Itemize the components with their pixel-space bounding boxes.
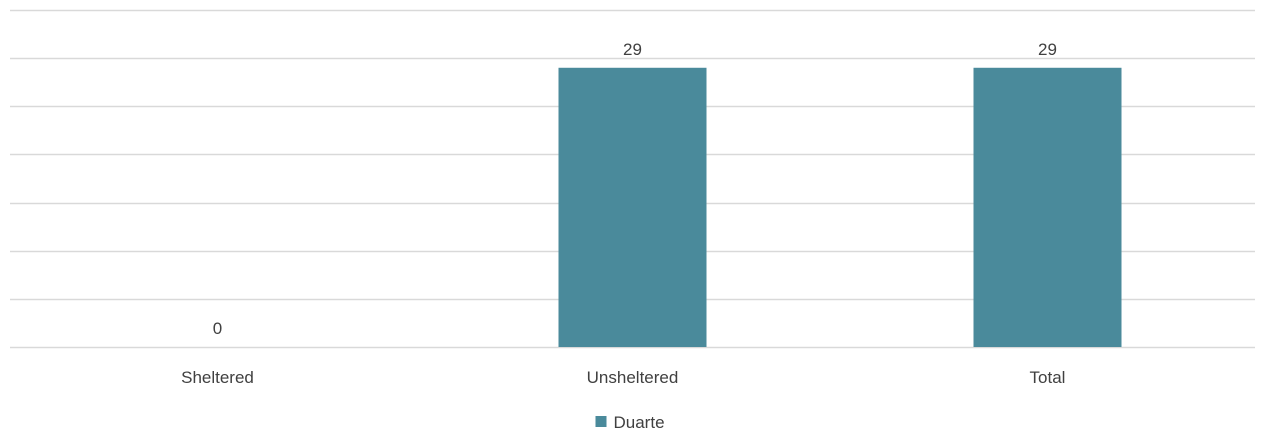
bar-unsheltered (558, 67, 707, 348)
bar-total (973, 67, 1122, 348)
x-tick-label: Unsheltered (587, 368, 679, 387)
legend: Duarte (595, 413, 665, 432)
data-label: 29 (623, 40, 642, 59)
data-labels: 0 29 29 (213, 40, 1057, 338)
data-label: 0 (213, 319, 222, 338)
x-tick-label: Sheltered (181, 368, 254, 387)
x-axis-ticks: Sheltered Unsheltered Total (181, 368, 1065, 387)
data-label: 29 (1038, 40, 1057, 59)
x-tick-label: Total (1030, 368, 1066, 387)
legend-label: Duarte (614, 413, 665, 432)
legend-swatch (595, 416, 607, 427)
bars (558, 67, 1122, 348)
